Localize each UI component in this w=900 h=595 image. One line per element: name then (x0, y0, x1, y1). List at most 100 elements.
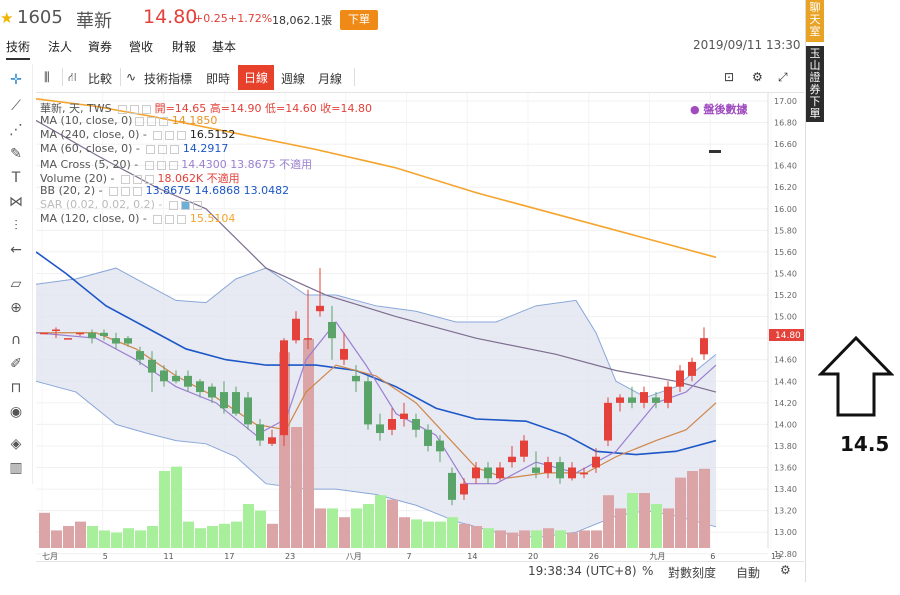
auto-scale-button[interactable]: 自動 (736, 566, 761, 580)
volume-bar (375, 495, 386, 548)
volume-bar (123, 528, 134, 548)
tab-institutional[interactable]: 法人 (48, 40, 73, 54)
volume-bar (363, 504, 374, 548)
volume-bar (267, 523, 278, 548)
price-tick-label: 13.00 (774, 528, 797, 537)
pattern-icon[interactable]: ⋈ (9, 194, 23, 210)
fullscreen-icon[interactable]: ⤢ (778, 70, 788, 84)
back-arrow-icon[interactable]: ← (10, 242, 22, 258)
price-tick-label: 14.00 (774, 420, 797, 429)
candle-body (304, 338, 312, 340)
layers-icon[interactable]: ◈ (10, 436, 22, 452)
price-tick-label: 16.80 (774, 119, 797, 128)
realtime-button[interactable]: 即時 (206, 72, 231, 86)
candle-body (244, 397, 252, 425)
volume-bar (339, 517, 350, 548)
price-tick-label: 14.60 (774, 356, 797, 365)
gear-icon[interactable]: ⚙ (752, 70, 763, 84)
indicator-icon[interactable]: ∿ (126, 70, 137, 84)
favorite-star-icon[interactable]: ★ (0, 9, 14, 27)
zoom-in-icon[interactable]: ⊕ (10, 300, 22, 316)
percent-scale-button[interactable]: % (642, 564, 654, 578)
pencil-lock-icon[interactable]: ✐ (10, 356, 22, 372)
fib-icon[interactable]: ⋰ (9, 122, 23, 138)
legend-ma60[interactable]: MA (60, close, 0) - 14.2917 (40, 142, 229, 155)
crosshair-icon[interactable]: ✛ (10, 72, 22, 88)
tab-basic[interactable]: 基本 (212, 40, 237, 54)
tab-bar: 技術 法人 資券 營收 財報 基本 (0, 36, 805, 60)
price-tick-label: 14.40 (774, 377, 797, 386)
volume-bar (51, 530, 62, 548)
candle-body (448, 472, 456, 500)
settings-icon[interactable]: ⚙ (780, 563, 791, 577)
volume-bar (87, 526, 98, 548)
volume-bar (495, 530, 506, 548)
chatroom-button[interactable]: 聊天室 (806, 0, 824, 42)
after-hours-label: ● 盤後數據 (690, 103, 748, 116)
eye-icon[interactable]: ◉ (9, 404, 23, 420)
legend-ma120[interactable]: MA (120, close, 0) - 15.5104 (40, 212, 236, 225)
tab-revenue[interactable]: 營收 (129, 40, 154, 54)
ruler-icon[interactable]: ▱ (10, 276, 22, 292)
volume-bar (147, 526, 158, 548)
trendline-icon[interactable]: ⟋ (11, 98, 21, 114)
magnet-icon[interactable]: ∩ (10, 332, 22, 348)
legend-volume[interactable]: Volume (20) - 18.062K 不適用 (40, 172, 240, 185)
legend-ma240[interactable]: MA (240, close, 0) - 16.5152 (40, 128, 236, 141)
candle-body (568, 467, 576, 479)
indicators-button[interactable]: 技術指標 (144, 72, 193, 86)
forecast-icon[interactable]: ⫶ (14, 218, 18, 234)
monthly-button[interactable]: 月線 (318, 72, 343, 86)
stock-name: 華新 (76, 11, 112, 32)
candle-body (196, 381, 204, 393)
daily-button[interactable]: 日線 (238, 65, 275, 90)
text-icon[interactable]: T (11, 170, 21, 186)
collapse-icon (709, 150, 721, 153)
last-price-tag (769, 329, 804, 341)
volume-bar (327, 508, 338, 548)
date-tick-label: 5 (103, 552, 108, 561)
camera-icon[interactable]: ⊡ (724, 70, 735, 84)
volume-bar (423, 521, 434, 548)
tab-technical[interactable]: 技術 (6, 38, 31, 60)
weekly-button[interactable]: 週線 (281, 72, 306, 86)
status-time: 19:38:34 (UTC+8) (528, 564, 637, 578)
chart-toolbar: ⫼ ⛙ 比較 ∿ 技術指標 即時 日線 週線 月線 ⊡ ⚙ ⤢ (36, 64, 804, 93)
candle-body (220, 392, 228, 409)
volume-bar (75, 521, 86, 548)
lock-icon[interactable]: ⊓ (10, 380, 22, 396)
legend-bb[interactable]: BB (20, 2) - 13.8675 14.6868 13.0482 (40, 184, 290, 197)
trash-icon[interactable]: ▥ (9, 460, 23, 476)
volume-bar (639, 493, 650, 548)
trade-volume: 18,062.1張 (272, 14, 332, 27)
tab-financials[interactable]: 財報 (172, 40, 197, 54)
legend-sar[interactable]: SAR (0.02, 0.02, 0.2) - (40, 198, 202, 211)
volume-bar (303, 339, 314, 548)
price-tick-label: 15.80 (774, 226, 797, 235)
esun-order-button[interactable]: 玉山證券下單 (806, 46, 824, 122)
price-change: +0.25 (194, 12, 228, 25)
order-button[interactable]: 下單 (340, 10, 378, 30)
volume-bar (687, 471, 698, 548)
volume-bar (519, 530, 530, 548)
volume-bar (399, 517, 410, 548)
date-tick-label: 九月 (650, 552, 666, 561)
date-tick-label: 17 (224, 552, 234, 561)
legend-ma10[interactable]: MA (10, close, 0) 14.1850 (40, 114, 218, 127)
compare-button[interactable]: 比較 (88, 72, 113, 86)
brush-icon[interactable]: ✎ (10, 146, 22, 162)
log-scale-button[interactable]: 對數刻度 (668, 566, 717, 580)
price-chart[interactable]: 17.00 16.80 16.60 16.40 16.20 16.00 15.80 15.60… (36, 93, 804, 561)
candle-body (688, 361, 696, 376)
volume-bar (675, 477, 686, 548)
compare-icon[interactable]: ⛙ (68, 70, 77, 84)
candle-body (76, 332, 84, 335)
legend-ma-cross[interactable]: MA Cross (5, 20) - 14.4300 13.8675 不適用 (40, 158, 313, 171)
candle-body (520, 440, 528, 457)
volume-bar (159, 471, 170, 548)
settings-sliders-icon[interactable]: ⫼ (44, 70, 50, 84)
volume-bar (99, 530, 110, 548)
candle-body (40, 332, 48, 335)
candle-body (208, 386, 216, 398)
tab-margin[interactable]: 資券 (88, 40, 113, 54)
